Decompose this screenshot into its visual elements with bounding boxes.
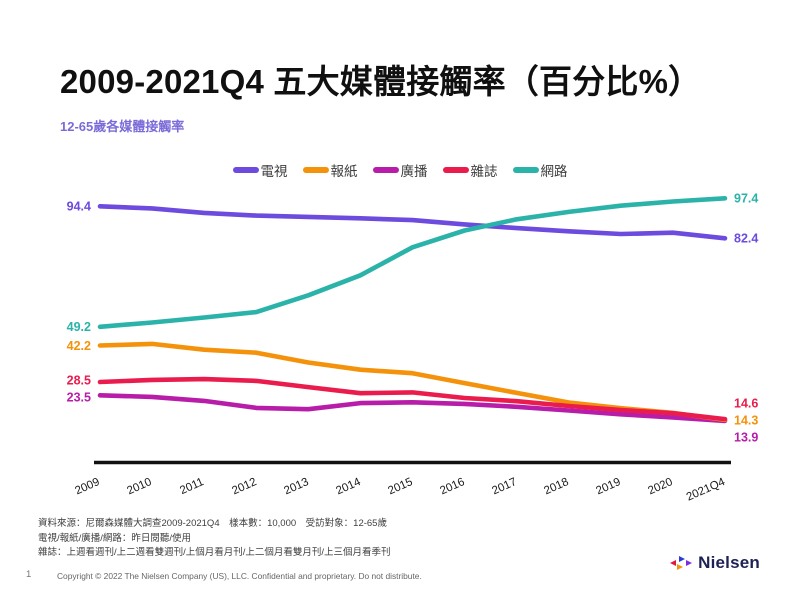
logo-triangle-purple-icon bbox=[686, 559, 693, 566]
footnotes: 資料來源：尼爾森媒體大調查2009-2021Q4 樣本數：10,000 受訪對象… bbox=[38, 517, 391, 561]
x-axis-tick-label: 2021Q4 bbox=[657, 471, 727, 504]
nielsen-logo: Nielsen bbox=[670, 553, 760, 573]
series-line bbox=[97, 196, 728, 330]
legend-swatch-icon bbox=[302, 167, 329, 173]
copyright-text: Copyright © 2022 The Nielsen Company (US… bbox=[57, 571, 422, 581]
value-label-start: 42.2 bbox=[67, 339, 91, 353]
value-label-end: 14.3 bbox=[734, 413, 758, 427]
value-label-start: 23.5 bbox=[67, 391, 91, 405]
legend-swatch-icon bbox=[442, 167, 469, 173]
value-label-start: 94.4 bbox=[67, 200, 91, 214]
value-label-end: 14.6 bbox=[734, 396, 758, 410]
footnote-definition-daily: 電視/報紙/廣播/網路：昨日閱聽/使用 bbox=[38, 532, 192, 544]
page-title: 2009-2021Q4 五大媒體接觸率（百分比%） bbox=[60, 63, 702, 100]
legend-label: 電視 bbox=[260, 164, 288, 179]
chart-legend: 電視 報紙 廣播 雜誌 網路 bbox=[0, 160, 800, 180]
logo-triangle-red-icon bbox=[670, 559, 677, 566]
legend-item: 報紙 bbox=[302, 160, 358, 180]
legend-item: 網路 bbox=[512, 160, 568, 180]
logo-triangle-blue-icon bbox=[679, 555, 686, 562]
value-label-start: 28.5 bbox=[67, 374, 91, 388]
nielsen-wordmark: Nielsen bbox=[698, 553, 760, 572]
legend-label: 報紙 bbox=[330, 164, 358, 179]
nielsen-logo-icon bbox=[670, 555, 693, 572]
footnote-definition-magazine: 雜誌：上週看週刊/上二週看雙週刊/上個月看月刊/上二個月看雙月刊/上三個月看季刊 bbox=[38, 547, 391, 559]
chart-subtitle: 12-65歲各媒體接觸率 bbox=[60, 119, 185, 134]
legend-item: 電視 bbox=[232, 160, 288, 180]
value-label-end: 13.9 bbox=[734, 430, 758, 444]
value-label-end: 97.4 bbox=[734, 192, 758, 206]
footnote-source: 資料來源：尼爾森媒體大調查2009-2021Q4 樣本數：10,000 受訪對象… bbox=[38, 518, 387, 529]
series-line bbox=[97, 203, 728, 241]
legend-item: 雜誌 bbox=[442, 160, 498, 180]
page-number: 1 bbox=[26, 569, 32, 580]
legend-swatch-icon bbox=[512, 167, 539, 173]
legend-swatch-icon bbox=[372, 167, 399, 173]
value-label-start: 49.2 bbox=[67, 320, 91, 334]
series-line bbox=[97, 393, 728, 424]
series-line bbox=[97, 376, 728, 422]
legend-label: 雜誌 bbox=[470, 164, 498, 179]
legend-label: 廣播 bbox=[400, 164, 428, 179]
legend-item: 廣播 bbox=[372, 160, 428, 180]
logo-triangle-orange-icon bbox=[677, 563, 684, 570]
value-label-end: 82.4 bbox=[734, 232, 758, 246]
legend-swatch-icon bbox=[232, 167, 259, 173]
line-chart: 94.4 49.2 42.2 28.5 23.5 97.4 82.4 14.6 14.3 13.9 bbox=[67, 192, 758, 465]
legend-label: 網路 bbox=[540, 164, 568, 179]
